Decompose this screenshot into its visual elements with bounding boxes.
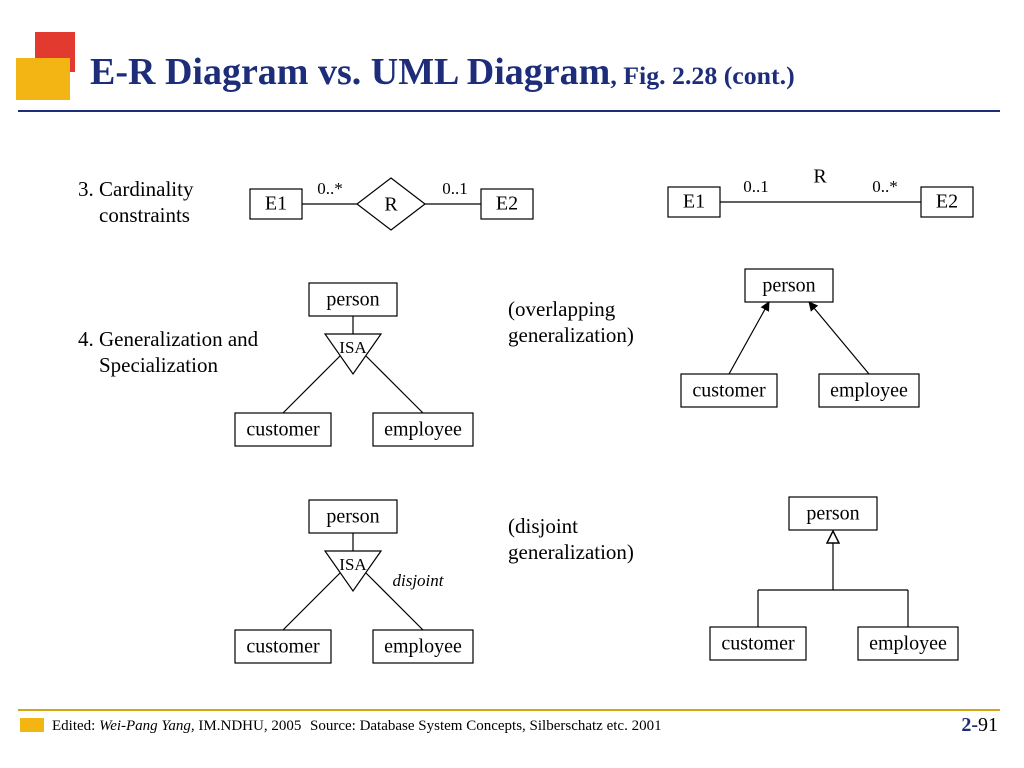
uml3-card-right: 0..* [872,177,898,196]
footer-logo [20,718,44,732]
er4o-isa: ISA [339,338,367,357]
er3-r: R [384,194,398,216]
uml4d-person: person [806,503,859,525]
footer-edited: Edited: Wei-Pang Yang, IM.NDHU, 2005 [52,717,301,736]
er4o-cust: customer [246,419,320,441]
er4d-person: person [326,506,379,528]
uml4o-person: person [762,275,815,297]
footer-source: Source: Database System Concepts, Silber… [310,717,662,736]
er3-card-left: 0..* [317,179,343,198]
er4d-emp: employee [384,636,462,658]
uml4o-emp: employee [830,380,908,402]
diagram-svg: E1 E2 R 0..* 0..1 E1 E2 0..1 0..* R pers… [0,0,1024,768]
footer-rule [18,709,1000,711]
uml4d-cust: customer [721,633,795,655]
er3-e2: E2 [496,193,518,215]
uml3-r: R [813,166,827,188]
page-number: 2-91 [961,714,998,737]
er3-e1: E1 [265,193,287,215]
uml3-card-left: 0..1 [743,177,769,196]
er3-card-right: 0..1 [442,179,468,198]
er4d-cust: customer [246,636,320,658]
er4d-isa: ISA [339,555,367,574]
uml4o-cust: customer [692,380,766,402]
uml3-e1: E1 [683,191,705,213]
er4o-person: person [326,289,379,311]
page-num: 91 [978,714,998,736]
er4o-emp: employee [384,419,462,441]
uml3-e2: E2 [936,191,958,213]
uml4d-emp: employee [869,633,947,655]
page-prefix: 2- [961,714,978,736]
er4d-disjoint: disjoint [392,571,444,590]
